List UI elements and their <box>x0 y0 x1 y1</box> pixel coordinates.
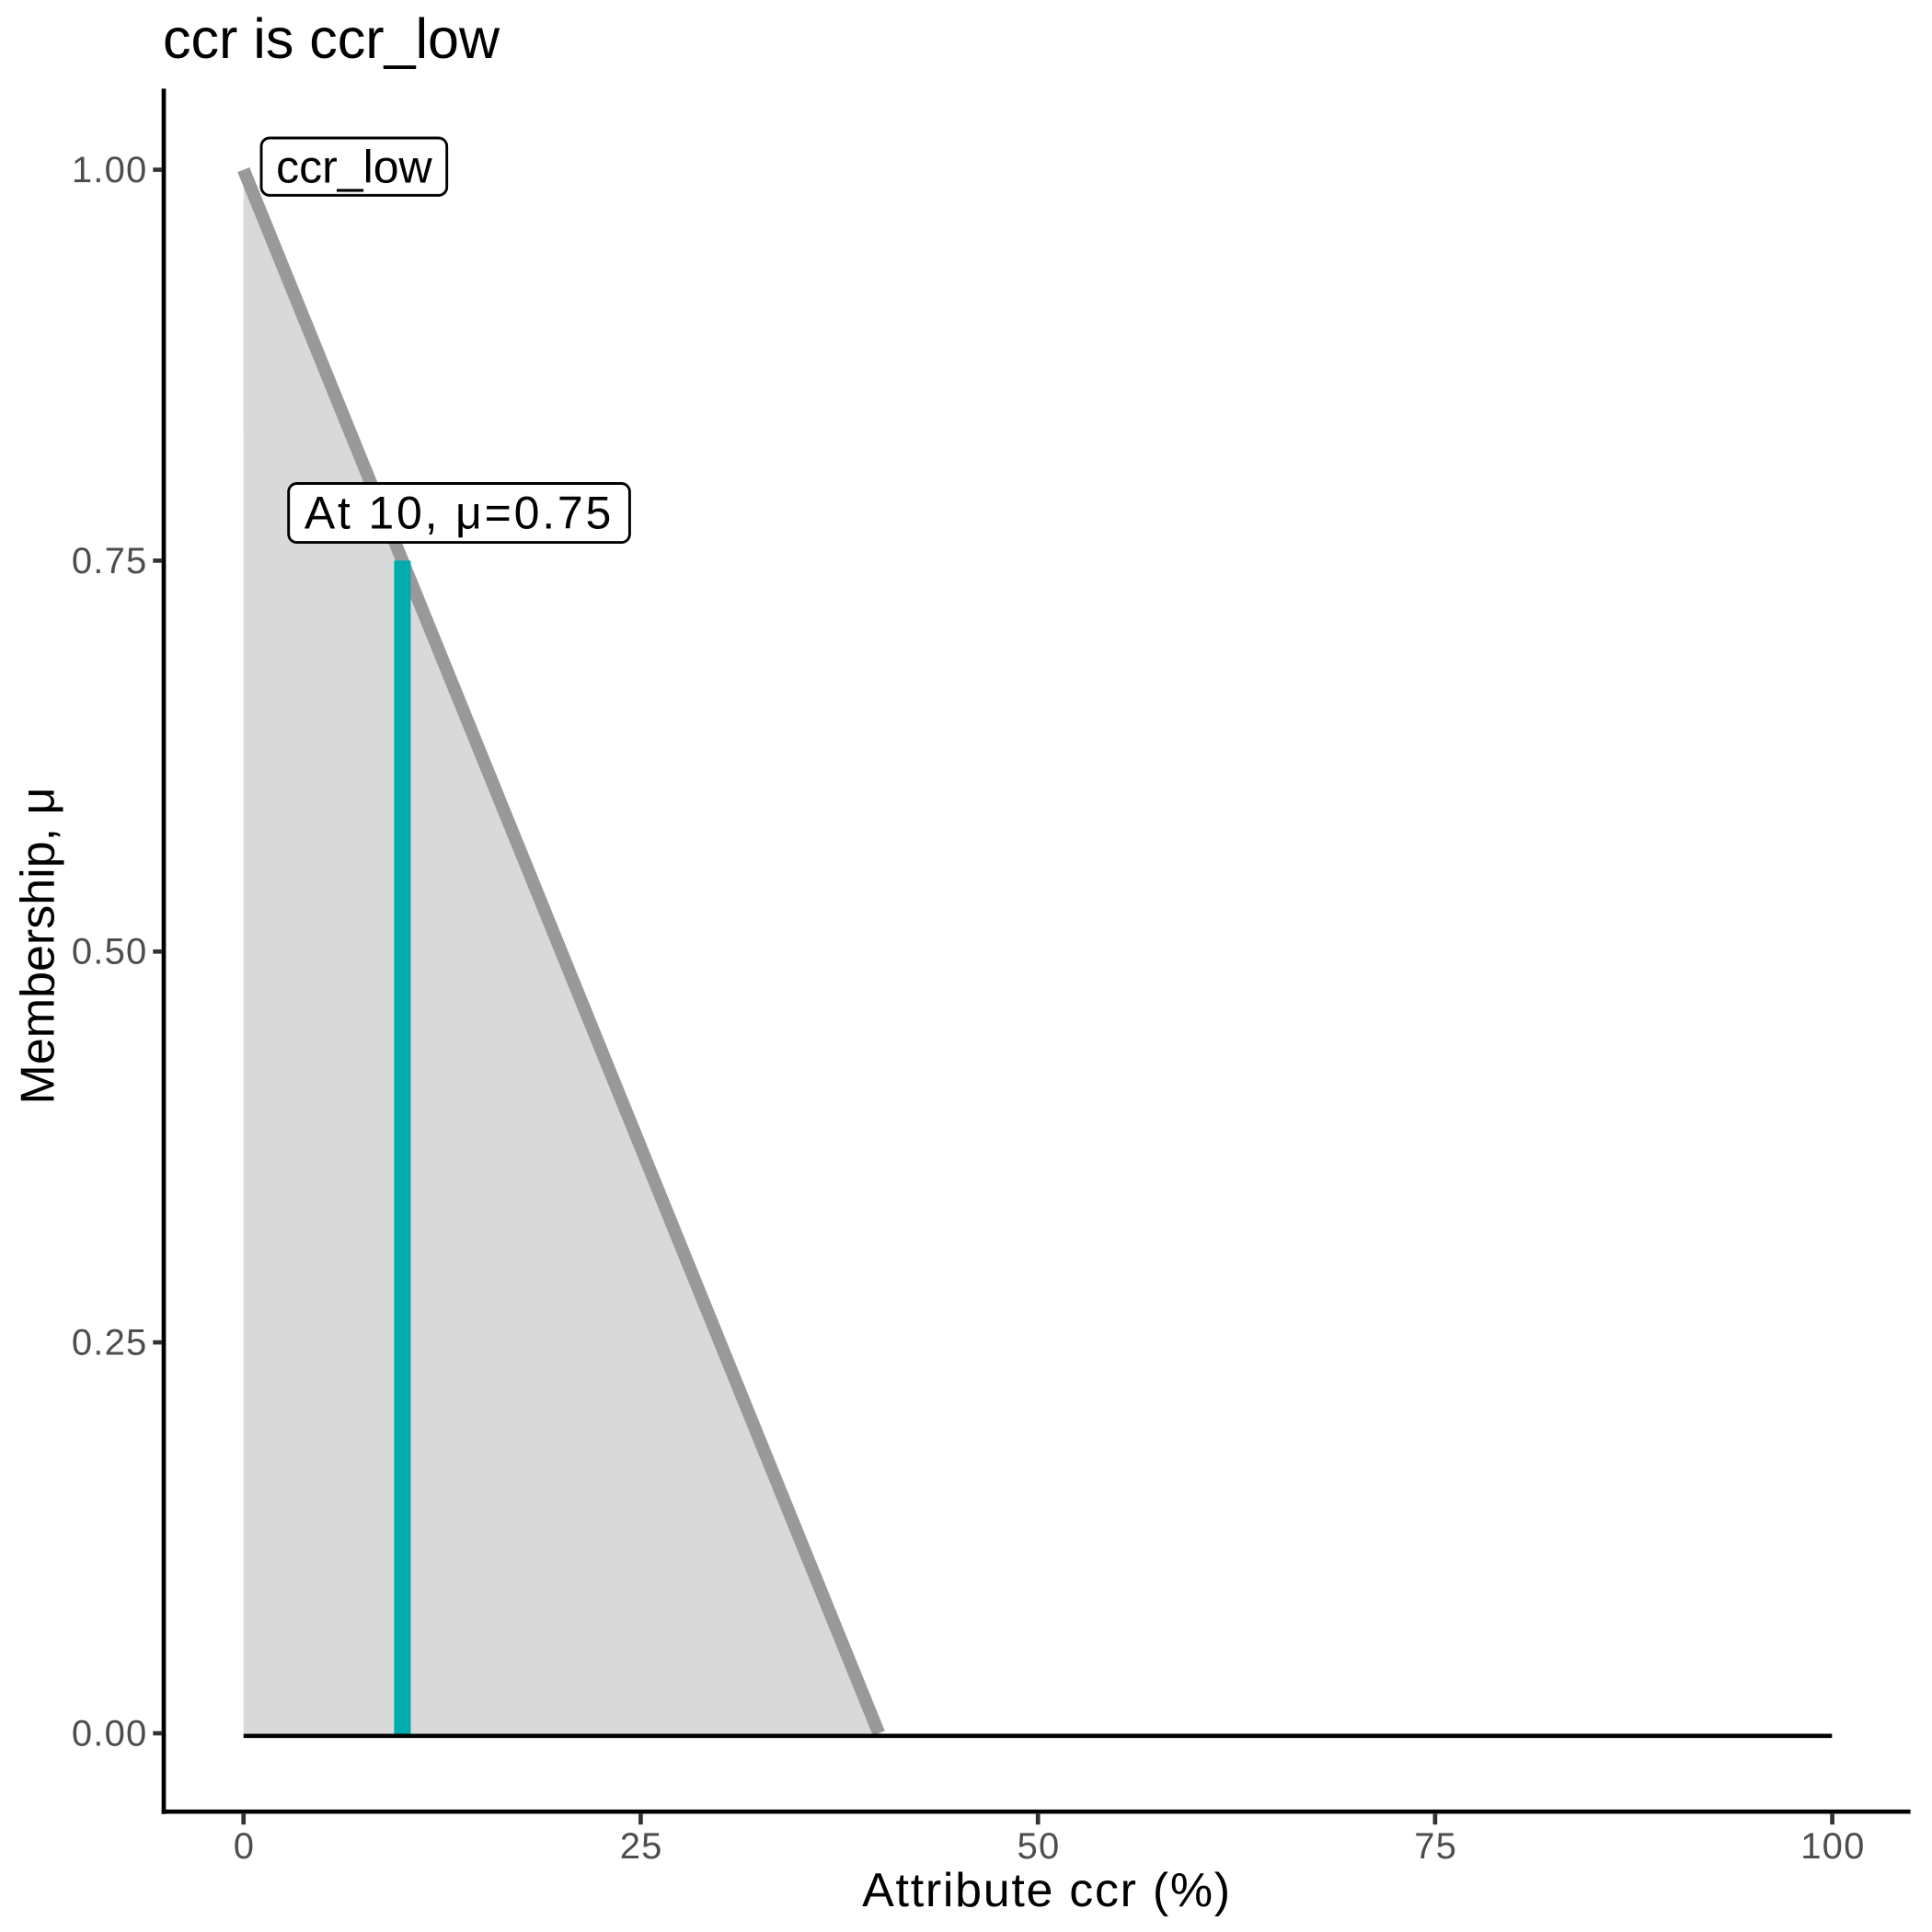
svg-text:Attribute ccr (%): Attribute ccr (%) <box>862 1864 1232 1917</box>
svg-text:ccr is ccr_low: ccr is ccr_low <box>163 7 500 70</box>
svg-text:1.00: 1.00 <box>72 150 148 190</box>
svg-text:50: 50 <box>1018 1826 1061 1867</box>
svg-text:0.75: 0.75 <box>72 541 148 581</box>
svg-text:100: 100 <box>1800 1826 1865 1867</box>
svg-text:75: 75 <box>1414 1826 1457 1867</box>
svg-text:0.50: 0.50 <box>72 932 148 972</box>
svg-text:25: 25 <box>620 1826 663 1867</box>
svg-text:ccr_low: ccr_low <box>276 141 432 192</box>
svg-text:0.25: 0.25 <box>72 1323 148 1363</box>
svg-text:0: 0 <box>234 1826 255 1867</box>
svg-text:At 10, μ=0.75: At 10, μ=0.75 <box>305 488 614 539</box>
svg-text:Membership, μ: Membership, μ <box>12 788 65 1105</box>
svg-text:0.00: 0.00 <box>72 1713 148 1754</box>
